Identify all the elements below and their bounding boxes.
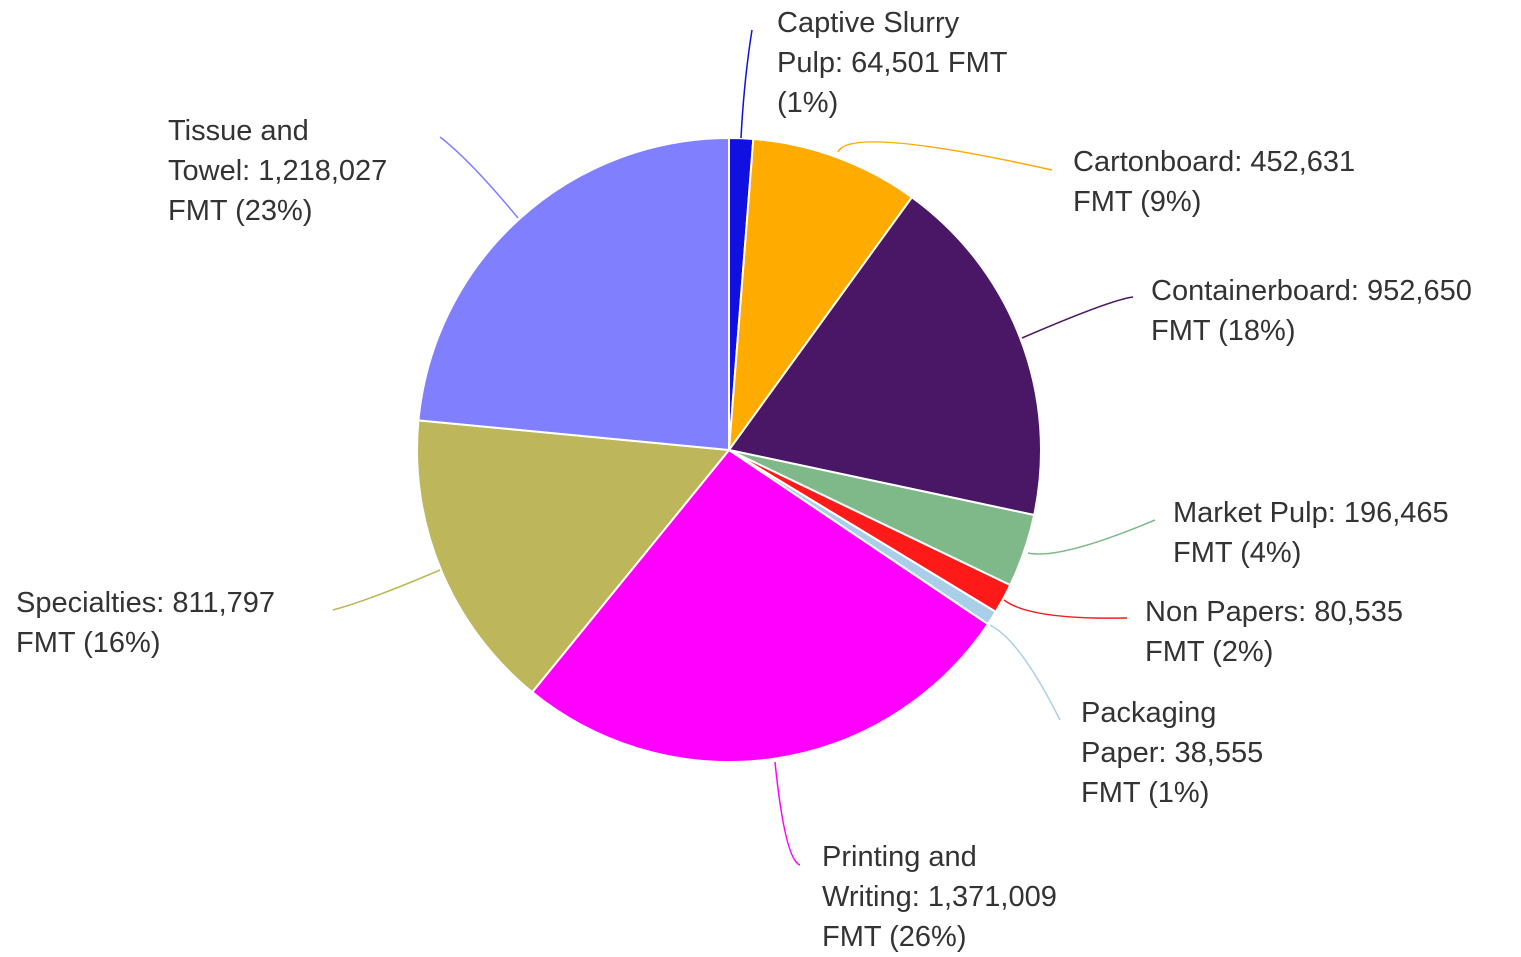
leader-line (989, 624, 1061, 721)
slice-label: Tissue and Towel: 1,218,027 FMT (23%) (168, 115, 387, 227)
leader-line (740, 29, 753, 139)
pie-slice (416, 419, 731, 694)
slice-label: Packaging Paper: 38,555 FMT (1%) (1081, 697, 1263, 809)
pie-slice (727, 137, 914, 454)
leader-line (332, 569, 441, 611)
slice-label: Cartonboard: 452,631 FMT (9%) (1073, 146, 1355, 218)
slice-label: Printing and Writing: 1,371,009 FMT (26%) (822, 841, 1057, 953)
pie-slice (727, 195, 1042, 517)
leader-line (1003, 599, 1128, 619)
leader-line (1021, 296, 1134, 339)
slice-label: Non Papers: 80,535 FMT (2%) (1145, 596, 1403, 668)
slice-label: Specialties: 811,797 FMT (16%) (16, 587, 275, 659)
leader-line (837, 141, 1053, 171)
pie-slice (417, 136, 730, 452)
leader-line (439, 136, 519, 219)
pie-slice (530, 448, 990, 763)
slice-label: Captive Slurry Pulp: 64,501 FMT (1%) (777, 7, 1008, 119)
leader-line (774, 761, 801, 866)
slice-label: Market Pulp: 196,465 FMT (4%) (1173, 497, 1449, 569)
leader-line (1027, 519, 1156, 555)
slice-label: Containerboard: 952,650 FMT (18%) (1151, 275, 1472, 347)
